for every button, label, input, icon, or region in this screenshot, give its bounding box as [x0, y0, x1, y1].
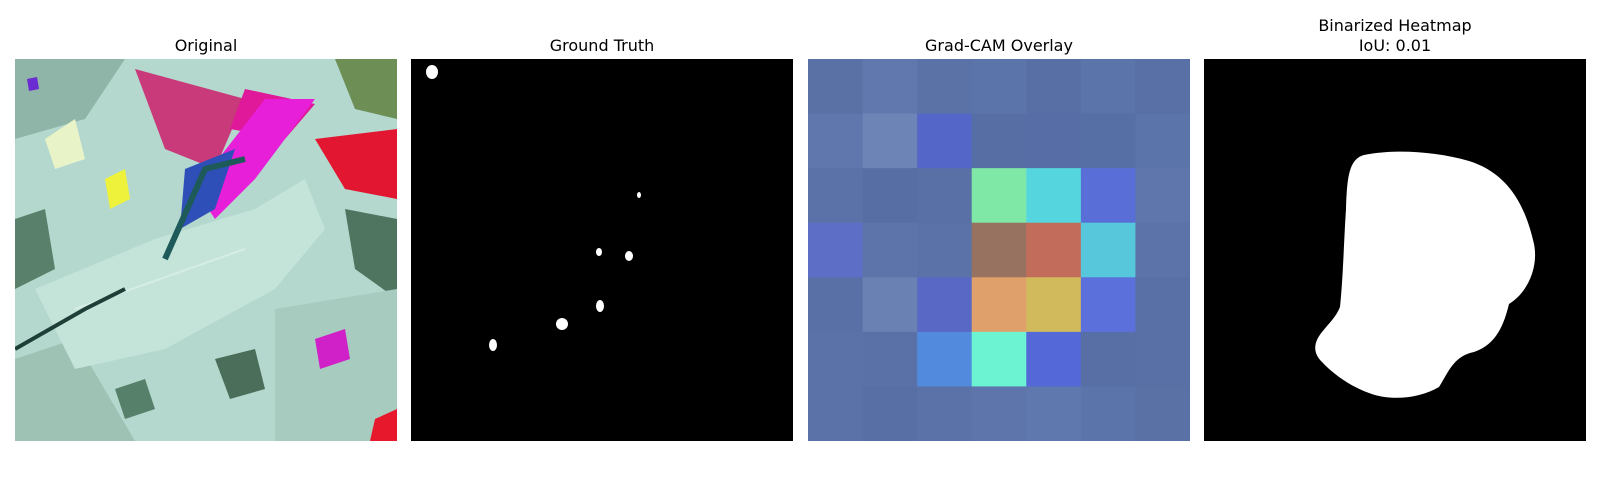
title-binarized: Binarized Heatmap: [1318, 16, 1471, 36]
ground-truth-mask: [411, 59, 793, 441]
gradcam-cell: [917, 114, 972, 169]
gradcam-cell: [1135, 386, 1190, 441]
gradcam-cell: [1081, 386, 1136, 441]
gradcam-cell: [1081, 332, 1136, 387]
gradcam-cell: [1081, 114, 1136, 169]
gradcam-cell: [917, 59, 972, 114]
gradcam-cell: [1026, 223, 1081, 278]
gradcam-cell: [863, 59, 918, 114]
gradcam-cell: [972, 386, 1027, 441]
gradcam-cell: [808, 59, 863, 114]
gradcam-cell: [808, 332, 863, 387]
gradcam-cell: [1081, 277, 1136, 332]
gradcam-cell: [863, 223, 918, 278]
gradcam-cell: [1081, 168, 1136, 223]
panel-title: Grad-CAM Overlay: [808, 12, 1190, 56]
gradcam-cell: [1135, 277, 1190, 332]
gradcam-cell: [1135, 168, 1190, 223]
gradcam-cell: [1135, 114, 1190, 169]
gradcam-cell: [1135, 332, 1190, 387]
gradcam-cell: [1026, 332, 1081, 387]
gradcam-cell: [1135, 59, 1190, 114]
title-gradcam: Grad-CAM Overlay: [925, 36, 1073, 56]
gradcam-cell: [972, 223, 1027, 278]
original-leaf-image: [15, 59, 397, 441]
gradcam-cell: [863, 386, 918, 441]
gradcam-overlay-grid: [808, 59, 1190, 441]
gradcam-cell: [917, 332, 972, 387]
gradcam-cell: [1026, 59, 1081, 114]
gradcam-cell: [1026, 114, 1081, 169]
gradcam-cell: [808, 168, 863, 223]
gradcam-cell: [917, 277, 972, 332]
gradcam-cell: [808, 114, 863, 169]
gradcam-cell: [863, 332, 918, 387]
title-original: Original: [175, 36, 238, 56]
gradcam-cell: [917, 386, 972, 441]
gradcam-cell: [863, 114, 918, 169]
gradcam-cell: [1026, 277, 1081, 332]
gradcam-cell: [808, 277, 863, 332]
gradcam-cell: [808, 223, 863, 278]
gradcam-cell: [972, 332, 1027, 387]
gradcam-cell: [1026, 386, 1081, 441]
subtitle-iou: IoU: 0.01: [1359, 36, 1431, 56]
gradcam-cell: [972, 277, 1027, 332]
gradcam-cell: [972, 59, 1027, 114]
panel-title: Original: [15, 12, 397, 56]
gradcam-cell: [808, 386, 863, 441]
gradcam-cell: [917, 168, 972, 223]
gradcam-cell: [1026, 168, 1081, 223]
panel-title: Ground Truth: [411, 12, 793, 56]
gradcam-cell: [917, 223, 972, 278]
gradcam-cell: [863, 277, 918, 332]
title-ground-truth: Ground Truth: [550, 36, 655, 56]
gradcam-cell: [1135, 223, 1190, 278]
binarized-heatmap-mask: [1204, 59, 1586, 441]
panel-title: Binarized Heatmap IoU: 0.01: [1204, 12, 1586, 56]
gradcam-cell: [1081, 223, 1136, 278]
gradcam-cell: [1081, 59, 1136, 114]
gradcam-cell: [972, 168, 1027, 223]
gradcam-cell: [863, 168, 918, 223]
gradcam-cell: [972, 114, 1027, 169]
